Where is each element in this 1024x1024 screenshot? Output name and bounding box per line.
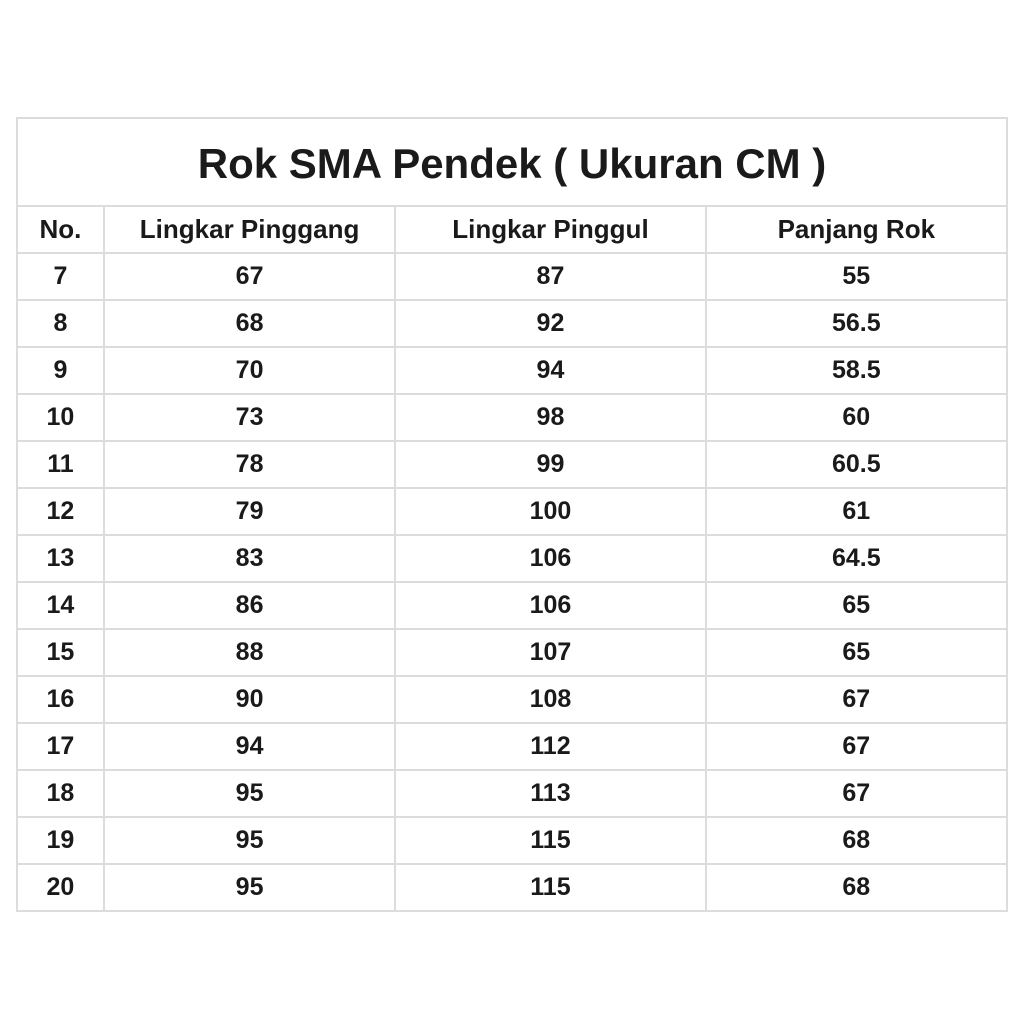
table-cell: 61 — [704, 487, 1009, 536]
table-cell: 112 — [394, 722, 707, 771]
table-cell: 79 — [102, 487, 397, 536]
table-cell: 67 — [102, 252, 397, 301]
table-cell: 83 — [102, 534, 397, 583]
table-cell: 9 — [16, 346, 105, 395]
table-cell: 113 — [394, 769, 707, 818]
table-row: 16 90 108 67 — [16, 675, 1009, 724]
table-cell: 95 — [102, 769, 397, 818]
table-cell: 65 — [704, 581, 1009, 630]
table-cell: 106 — [394, 534, 707, 583]
size-chart-table: Rok SMA Pendek ( Ukuran CM ) No. Lingkar … — [16, 117, 1009, 912]
table-cell: 67 — [704, 769, 1009, 818]
table-cell: 64.5 — [704, 534, 1009, 583]
table-cell: 98 — [394, 393, 707, 442]
table-cell: 94 — [102, 722, 397, 771]
table-cell: 12 — [16, 487, 105, 536]
table-cell: 100 — [394, 487, 707, 536]
table-row: 8 68 92 56.5 — [16, 299, 1009, 348]
table-cell: 68 — [704, 816, 1009, 865]
table-row: 12 79 100 61 — [16, 487, 1009, 536]
table-cell: 86 — [102, 581, 397, 630]
column-header: No. — [16, 205, 105, 254]
table-cell: 8 — [16, 299, 105, 348]
table-row: 18 95 113 67 — [16, 769, 1009, 818]
table-cell: 94 — [394, 346, 707, 395]
table-cell: 65 — [704, 628, 1009, 677]
table-row: 10 73 98 60 — [16, 393, 1009, 442]
table-cell: 19 — [16, 816, 105, 865]
table-cell: 78 — [102, 440, 397, 489]
column-header: Panjang Rok — [704, 205, 1009, 254]
table-row: 7 67 87 55 — [16, 252, 1009, 301]
table-row: 11 78 99 60.5 — [16, 440, 1009, 489]
table-cell: 92 — [394, 299, 707, 348]
table-row: 15 88 107 65 — [16, 628, 1009, 677]
table-cell: 68 — [704, 863, 1009, 912]
table-cell: 58.5 — [704, 346, 1009, 395]
table-row: 17 94 112 67 — [16, 722, 1009, 771]
table-row: 19 95 115 68 — [16, 816, 1009, 865]
table-row: 13 83 106 64.5 — [16, 534, 1009, 583]
table-cell: 11 — [16, 440, 105, 489]
table-cell: 90 — [102, 675, 397, 724]
table-cell: 7 — [16, 252, 105, 301]
table-cell: 10 — [16, 393, 105, 442]
column-header: Lingkar Pinggul — [394, 205, 707, 254]
table-cell: 88 — [102, 628, 397, 677]
table-cell: 73 — [102, 393, 397, 442]
table-cell: 18 — [16, 769, 105, 818]
table-cell: 56.5 — [704, 299, 1009, 348]
table-cell: 13 — [16, 534, 105, 583]
table-cell: 16 — [16, 675, 105, 724]
table-cell: 17 — [16, 722, 105, 771]
table-cell: 67 — [704, 675, 1009, 724]
column-header: Lingkar Pinggang — [102, 205, 397, 254]
table-row: 20 95 115 68 — [16, 863, 1009, 912]
table-row: 14 86 106 65 — [16, 581, 1009, 630]
table-cell: 99 — [394, 440, 707, 489]
table-cell: 60 — [704, 393, 1009, 442]
table-cell: 60.5 — [704, 440, 1009, 489]
table-cell: 14 — [16, 581, 105, 630]
table-cell: 95 — [102, 816, 397, 865]
table-cell: 67 — [704, 722, 1009, 771]
table-cell: 55 — [704, 252, 1009, 301]
table-cell: 20 — [16, 863, 105, 912]
table-row: 9 70 94 58.5 — [16, 346, 1009, 395]
table-cell: 106 — [394, 581, 707, 630]
table-cell: 107 — [394, 628, 707, 677]
table-cell: 68 — [102, 299, 397, 348]
table-cell: 70 — [102, 346, 397, 395]
header-row: No. Lingkar Pinggang Lingkar Pinggul Panjan… — [16, 205, 1009, 254]
table-title: Rok SMA Pendek ( Ukuran CM ) — [16, 117, 1008, 207]
table-cell: 115 — [394, 863, 707, 912]
table-cell: 95 — [102, 863, 397, 912]
table-cell: 15 — [16, 628, 105, 677]
table-cell: 108 — [394, 675, 707, 724]
table-cell: 87 — [394, 252, 707, 301]
table-cell: 115 — [394, 816, 707, 865]
